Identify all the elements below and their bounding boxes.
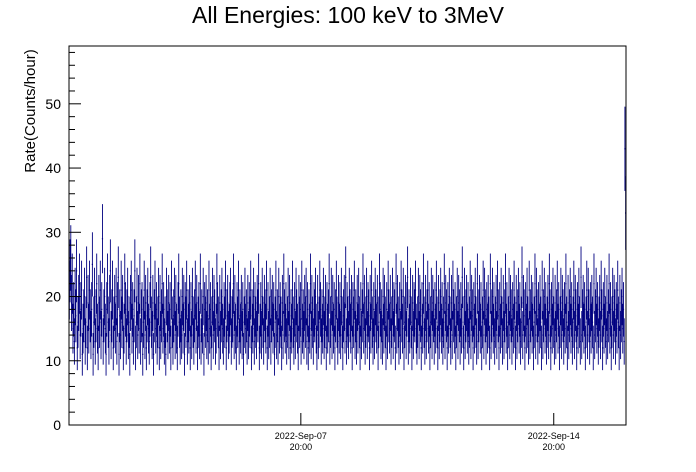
y-tick-label: 0 [53, 417, 61, 433]
x-tick-label-date: 2022-Sep-14 [528, 431, 580, 441]
y-tick-label: 50 [45, 96, 61, 112]
series-layer [68, 106, 627, 376]
x-tick-label-time: 20:00 [542, 442, 565, 452]
axis-layer: 010203040502022-Sep-0720:002022-Sep-1420… [45, 51, 580, 452]
x-tick-label-date: 2022-Sep-07 [275, 431, 327, 441]
plot-frame [68, 45, 627, 426]
chart-title: All Energies: 100 keV to 3MeV [192, 2, 504, 28]
x-tick-label-time: 20:00 [290, 442, 313, 452]
y-tick-label: 20 [45, 289, 61, 305]
y-tick-label: 30 [45, 224, 61, 240]
y-tick-label: 40 [45, 160, 61, 176]
y-axis-label: Rate(Counts/hour) [22, 49, 39, 172]
y-tick-label: 10 [45, 353, 61, 369]
